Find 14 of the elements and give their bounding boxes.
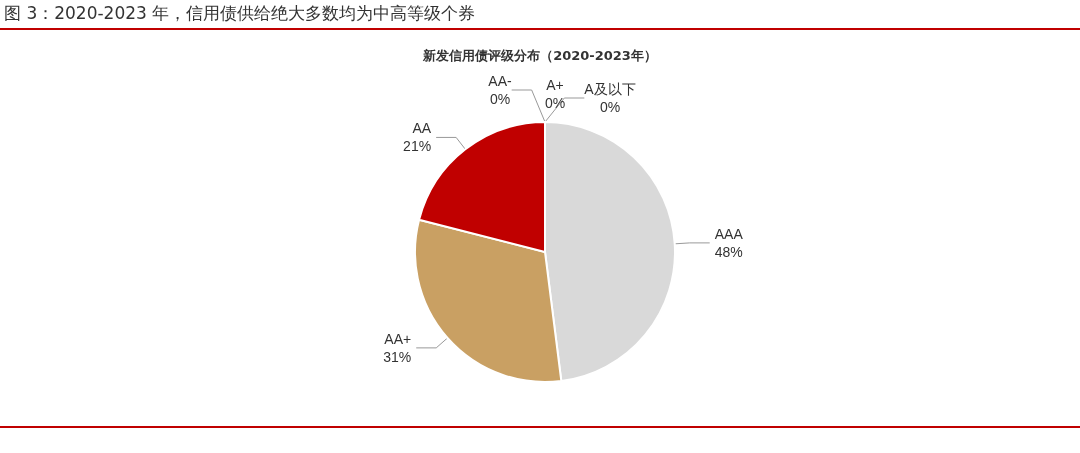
text: 0% (489, 91, 511, 107)
category-label: AA- (488, 73, 512, 89)
text: 0% (599, 99, 621, 115)
text: 图 3：2020-2023 年，信用债供给绝大多数均为中高等级个券 (0, 0, 1080, 30)
chart-subtitle: 新发信用债评级分布（2020-2023年） (422, 48, 657, 63)
text: 0% (544, 95, 566, 111)
category-label: A及以下 (584, 81, 636, 97)
data-label: 21% (403, 138, 432, 155)
data-label: 31% (383, 348, 412, 365)
slice-label: AA+ (384, 330, 412, 347)
category-label: A+ (546, 77, 564, 93)
slice-label: AAA (714, 225, 744, 242)
data-label: 48% (714, 243, 743, 260)
slice-label: AA (412, 120, 432, 137)
